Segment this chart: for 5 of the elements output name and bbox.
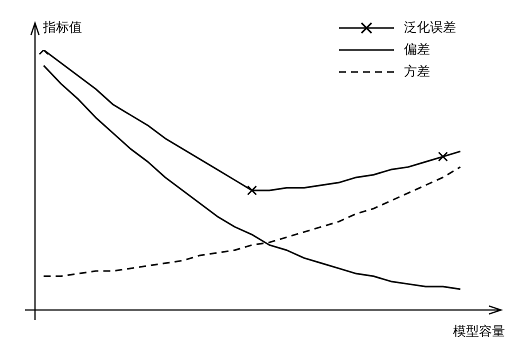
x-axis-title: 模型容量 (453, 323, 505, 340)
legend-label: 偏差 (404, 42, 430, 58)
y-axis-title: 指标值 (42, 20, 82, 36)
legend-label: 方差 (404, 63, 430, 80)
legend-label: 泛化误差 (404, 20, 456, 36)
